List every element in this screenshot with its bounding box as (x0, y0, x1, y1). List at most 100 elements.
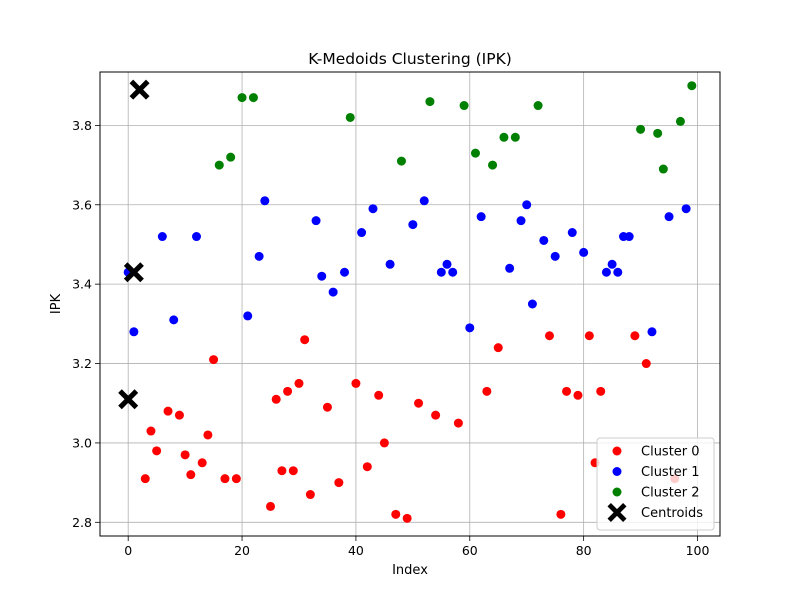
data-point-cluster1 (607, 259, 617, 269)
x-tick-label: 60 (462, 543, 478, 558)
data-point-cluster1 (613, 267, 623, 277)
data-point-cluster1 (465, 323, 475, 333)
data-point-cluster0 (209, 355, 219, 365)
x-tick-label: 100 (686, 543, 710, 558)
data-point-cluster0 (163, 406, 173, 416)
data-point-cluster1 (260, 196, 270, 206)
legend-label-cluster0: Cluster 0 (641, 445, 700, 460)
data-point-cluster0 (334, 478, 344, 488)
data-point-cluster1 (550, 251, 560, 261)
data-point-cluster2 (396, 156, 406, 166)
data-point-cluster0 (283, 386, 293, 396)
data-point-cluster1 (129, 327, 139, 337)
y-tick-label: 3.4 (72, 277, 92, 292)
data-point-cluster0 (140, 474, 150, 484)
legend: Cluster 0 Cluster 1 Cluster 2 Centroids (596, 437, 715, 531)
data-point-cluster1 (157, 232, 167, 242)
data-point-cluster0 (351, 378, 361, 388)
data-points (118, 79, 697, 523)
data-point-cluster1 (681, 204, 691, 214)
data-point-cluster0 (266, 501, 276, 511)
data-point-cluster2 (653, 128, 663, 138)
data-point-cluster0 (493, 343, 503, 353)
y-axis-label: IPK (49, 293, 64, 314)
data-point-cluster1 (385, 259, 395, 269)
data-point-cluster1 (567, 228, 577, 238)
data-point-cluster0 (220, 474, 230, 484)
data-point-cluster0 (573, 390, 583, 400)
data-point-cluster2 (470, 148, 480, 158)
data-point-cluster1 (328, 287, 338, 297)
y-tick-label: 2.8 (72, 515, 92, 530)
data-point-cluster0 (379, 438, 389, 448)
centroid-marker (123, 262, 144, 283)
axis-ticks: 0 20 40 60 80 100 2.8 3.0 3.2 3.4 3.6 3.8 (72, 118, 709, 558)
data-point-cluster1 (357, 228, 367, 238)
plot-frame (99, 71, 721, 537)
data-point-cluster0 (152, 446, 162, 456)
data-point-cluster2 (533, 101, 543, 111)
data-point-cluster1 (317, 271, 327, 281)
data-point-cluster1 (254, 251, 264, 261)
data-point-cluster0 (596, 386, 606, 396)
legend-marker-cluster1 (612, 467, 622, 476)
data-point-cluster0 (562, 386, 572, 396)
data-point-cluster2 (675, 116, 685, 126)
data-point-cluster0 (482, 386, 492, 396)
data-point-cluster2 (248, 93, 258, 103)
data-point-cluster1 (243, 311, 253, 321)
data-point-cluster0 (584, 331, 594, 341)
data-point-cluster2 (345, 112, 355, 122)
data-point-cluster0 (362, 462, 372, 472)
data-point-cluster0 (322, 402, 332, 412)
data-point-cluster2 (459, 101, 469, 111)
data-point-cluster1 (505, 263, 515, 273)
data-point-cluster0 (402, 513, 412, 523)
data-point-cluster0 (453, 418, 463, 428)
legend-marker-cluster0 (612, 446, 622, 456)
data-point-cluster1 (448, 267, 458, 277)
x-tick-label: 0 (124, 543, 132, 558)
data-point-cluster1 (522, 200, 532, 210)
data-point-cluster2 (488, 160, 498, 170)
data-point-cluster0 (431, 410, 441, 420)
data-point-cluster1 (169, 315, 179, 325)
data-point-cluster1 (476, 212, 486, 222)
data-point-cluster0 (414, 398, 424, 408)
data-point-cluster1 (664, 212, 674, 222)
y-tick-label: 3.8 (72, 118, 92, 133)
data-point-cluster1 (624, 232, 634, 242)
data-point-cluster0 (271, 394, 281, 404)
data-point-cluster1 (436, 267, 446, 277)
legend-centroid-marker (607, 503, 627, 522)
chart-title: K-Medoids Clustering (IPK) (308, 50, 512, 68)
centroid-marker (118, 389, 139, 410)
data-point-cluster2 (237, 93, 247, 103)
legend-marker-cluster2 (612, 487, 622, 497)
data-point-cluster0 (180, 450, 190, 460)
data-point-cluster2 (658, 164, 668, 174)
data-point-cluster2 (425, 97, 435, 107)
y-tick-label: 3.0 (72, 435, 92, 450)
data-point-cluster0 (203, 430, 213, 440)
data-point-cluster0 (300, 335, 310, 345)
data-point-cluster1 (516, 216, 526, 226)
legend-label-cluster2: Cluster 2 (641, 486, 700, 501)
data-point-cluster1 (192, 232, 202, 242)
data-point-cluster1 (340, 267, 350, 277)
data-point-cluster1 (527, 299, 537, 309)
centroid-marker (129, 79, 150, 100)
data-point-cluster0 (146, 426, 156, 436)
data-point-cluster2 (214, 160, 224, 170)
data-point-cluster0 (186, 470, 196, 480)
x-tick-label: 40 (348, 543, 364, 558)
data-point-cluster1 (408, 220, 418, 230)
legend-label-centroids: Centroids (641, 506, 703, 521)
data-point-cluster1 (539, 235, 549, 245)
data-point-cluster1 (419, 196, 429, 206)
data-point-cluster0 (174, 410, 184, 420)
legend-box (596, 437, 715, 531)
x-tick-label: 20 (234, 543, 250, 558)
data-point-cluster0 (556, 509, 566, 519)
